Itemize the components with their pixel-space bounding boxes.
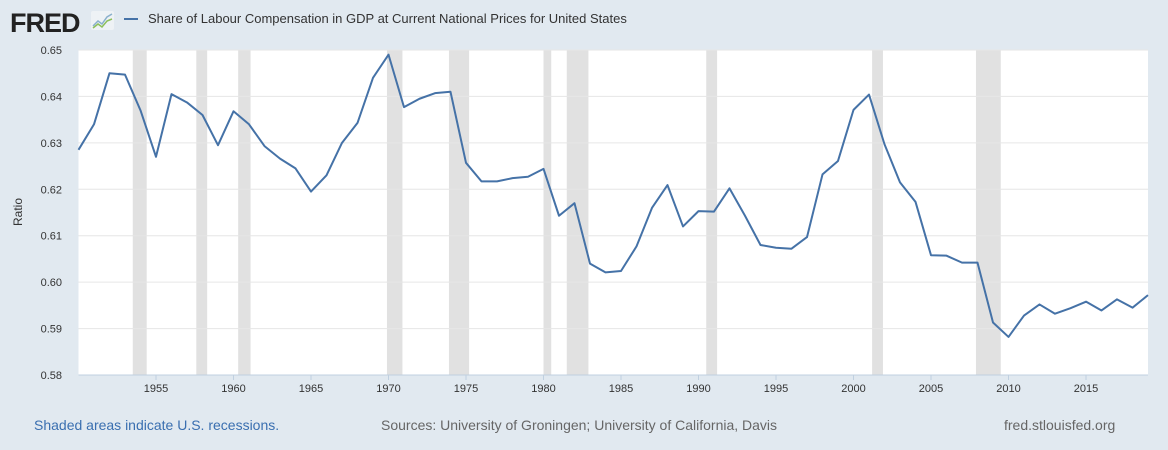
- x-tick-label: 2005: [919, 383, 943, 395]
- x-tick-label: 2015: [1074, 383, 1098, 395]
- x-tick-label: 1990: [686, 383, 710, 395]
- y-tick-label: 0.65: [41, 45, 62, 57]
- y-tick-label: 0.63: [41, 138, 62, 150]
- x-tick-label: 2000: [841, 383, 865, 395]
- x-tick-label: 1975: [454, 383, 478, 395]
- line-chart-icon: [91, 11, 114, 30]
- recession-note: Shaded areas indicate U.S. recessions.: [34, 417, 280, 433]
- recession-band: [132, 50, 147, 375]
- fred-logo[interactable]: FRED: [10, 8, 80, 38]
- chart-title: Share of Labour Compensation in GDP at C…: [148, 11, 627, 26]
- sources-text: Sources: University of Groningen; Univer…: [381, 417, 778, 433]
- y-tick-label: 0.60: [41, 277, 62, 289]
- chart-legend: Share of Labour Compensation in GDP at C…: [124, 11, 627, 26]
- legend-swatch: [124, 17, 138, 20]
- x-tick-label: 1995: [764, 383, 788, 395]
- y-tick-label: 0.62: [41, 184, 62, 196]
- series-line: [77, 53, 1149, 338]
- y-tick-label: 0.64: [41, 91, 62, 103]
- recession-band: [238, 50, 251, 375]
- recession-band: [448, 50, 470, 375]
- recession-band: [386, 50, 403, 375]
- plot-area: [78, 50, 1148, 375]
- recession-band: [872, 50, 883, 375]
- recession-band: [543, 50, 552, 375]
- y-tick-label: 0.59: [41, 324, 62, 336]
- y-tick-label: 0.61: [41, 231, 62, 243]
- site-link[interactable]: fred.stlouisfed.org: [1004, 417, 1116, 433]
- x-tick-label: 2010: [996, 383, 1020, 395]
- x-tick-label: 1960: [221, 383, 245, 395]
- x-tick-label: 1955: [144, 383, 168, 395]
- recession-band: [975, 50, 1001, 375]
- y-tick-label: 0.58: [41, 370, 62, 382]
- x-tick-label: 1970: [376, 383, 400, 395]
- x-tick-label: 1980: [531, 383, 555, 395]
- recession-band: [196, 50, 208, 375]
- x-tick-label: 1985: [609, 383, 633, 395]
- y-axis-label: Ratio: [11, 198, 25, 226]
- x-tick-label: 1965: [299, 383, 323, 395]
